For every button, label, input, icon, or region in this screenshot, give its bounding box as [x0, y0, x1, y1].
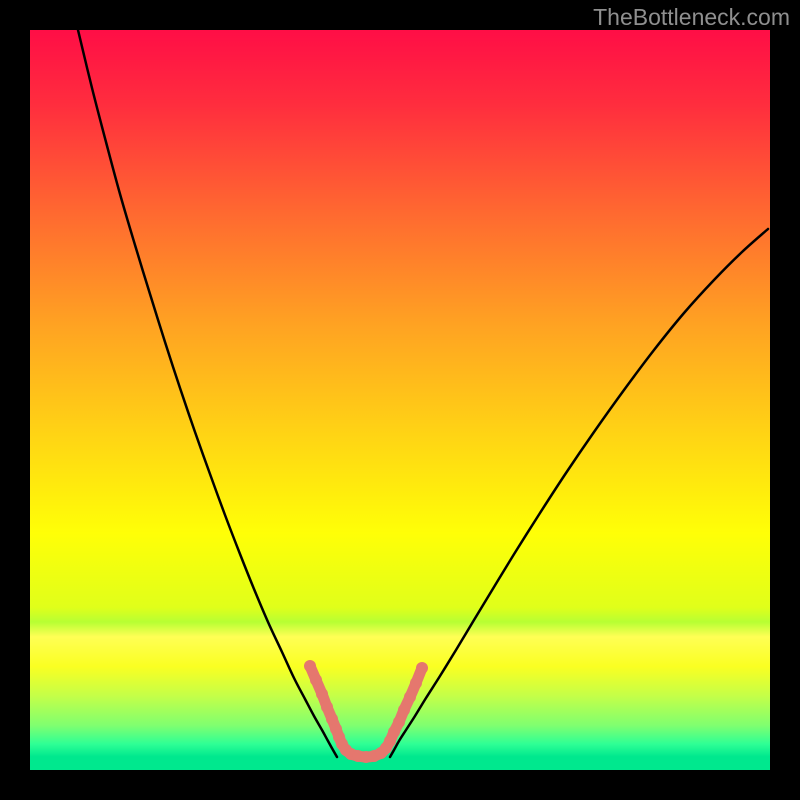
coral-dot [404, 691, 416, 703]
watermark-text: TheBottleneck.com [593, 4, 790, 31]
gradient-background [30, 30, 770, 770]
coral-dot [398, 704, 410, 716]
coral-dot [321, 701, 333, 713]
chart-svg [30, 30, 770, 770]
coral-dot [393, 716, 405, 728]
coral-dot [316, 688, 328, 700]
coral-dot [304, 660, 316, 672]
stage: TheBottleneck.com [0, 0, 800, 800]
coral-dot [410, 677, 422, 689]
plot-area [30, 30, 770, 770]
coral-dot [416, 662, 428, 674]
coral-dot [310, 674, 322, 686]
